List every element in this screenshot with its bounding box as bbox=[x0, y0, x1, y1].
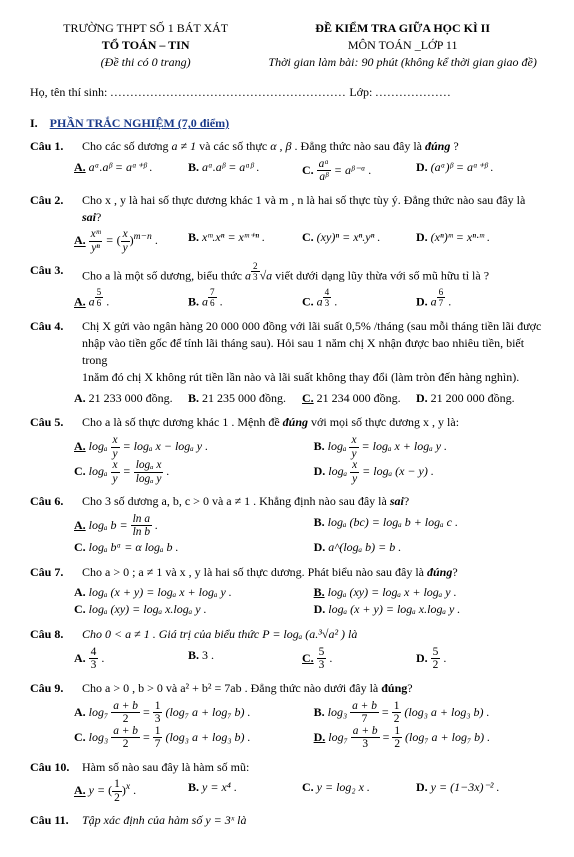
class-dots: ................... bbox=[375, 85, 451, 99]
question-2: Câu 2. Cho x , y là hai số thực dương kh… bbox=[30, 192, 544, 255]
q-label: Câu 2. bbox=[30, 192, 74, 226]
q-text: Cho a là một số dương, biểu thức a23√a v… bbox=[82, 262, 544, 284]
q-label: Câu 11. bbox=[30, 812, 74, 829]
opt-d: D. logₐ xy = logₐ (x − y) . bbox=[314, 460, 540, 485]
q-text: Hàm số nào sau đây là hàm số mũ: bbox=[82, 759, 544, 776]
opt-d: D. y = (1−3x)⁻² . bbox=[416, 779, 516, 804]
opt-a: A. 21 233 000 đồng. bbox=[74, 390, 174, 407]
department: TỔ TOÁN – TIN bbox=[30, 37, 261, 54]
q-label: Câu 4. bbox=[30, 318, 74, 385]
page-count: (Đề thi có 0 trang) bbox=[30, 54, 261, 71]
question-11: Câu 11. Tập xác định của hàm số y = 3ˣ l… bbox=[30, 812, 544, 829]
opt-a: A. a56 . bbox=[74, 288, 174, 310]
name-dots: ........................................… bbox=[110, 85, 346, 99]
section-index: I. bbox=[30, 115, 38, 132]
q-label: Câu 9. bbox=[30, 680, 74, 697]
opt-b: B. a76 . bbox=[188, 288, 288, 310]
opt-c: C. logₐ (xy) = logₐ x.logₐ y . bbox=[74, 601, 300, 618]
q-text: Cho 0 < a ≠ 1 . Giá trị của biểu thức P … bbox=[82, 626, 544, 643]
opt-a: A. logₐ (x + y) = logₐ x + logₐ y . bbox=[74, 584, 300, 601]
opt-b: B. log₃ a + b7 = 12 (log₃ a + log₃ b) . bbox=[314, 701, 540, 726]
exam-title: ĐỀ KIỂM TRA GIỮA HỌC KÌ II bbox=[261, 20, 544, 37]
q-text: Cho các số dương a ≠ 1 và các số thực α … bbox=[82, 138, 544, 155]
question-1: Câu 1. Cho các số dương a ≠ 1 và các số … bbox=[30, 138, 544, 184]
school-name: TRƯỜNG THPT SỐ 1 BÁT XÁT bbox=[30, 20, 261, 37]
opt-d: D. logₐ (x + y) = logₐ x.logₐ y . bbox=[314, 601, 540, 618]
q-text: Cho a > 0 , b > 0 và a² + b² = 7ab . Đẳn… bbox=[82, 680, 544, 697]
question-6: Câu 6. Cho 3 số dương a, b, c > 0 và a ≠… bbox=[30, 493, 544, 556]
question-7: Câu 7. Cho a > 0 ; a ≠ 1 và x , y là hai… bbox=[30, 564, 544, 618]
q-label: Câu 1. bbox=[30, 138, 74, 155]
opt-a: A. 43 . bbox=[74, 647, 174, 672]
student-line: Họ, tên thí sinh: ......................… bbox=[30, 84, 544, 101]
duration: Thời gian làm bài: 90 phút (không kể thờ… bbox=[261, 54, 544, 71]
page-header: TRƯỜNG THPT SỐ 1 BÁT XÁT TỔ TOÁN – TIN (… bbox=[30, 20, 544, 70]
q-label: Câu 5. bbox=[30, 414, 74, 431]
opt-a: A. logₐ b = ln aln b . bbox=[74, 514, 300, 539]
q-label: Câu 7. bbox=[30, 564, 74, 581]
opt-d: D. 21 200 000 đồng. bbox=[416, 390, 516, 407]
opt-b: B. xᵐ.xⁿ = xᵐ⁺ⁿ . bbox=[188, 229, 288, 254]
class-label: Lớp: bbox=[349, 85, 372, 99]
opt-d: D. log₇ a + b3 = 12 (log₇ a + log₇ b) . bbox=[314, 726, 540, 751]
opt-b: B. 21 235 000 đồng. bbox=[188, 390, 288, 407]
opt-c: C. 53 . bbox=[302, 647, 402, 672]
opt-b: B. aᵅ.aᵝ = aᵅᵝ . bbox=[188, 159, 288, 184]
q-label: Câu 3. bbox=[30, 262, 74, 284]
section-heading: I. PHẦN TRẮC NGHIỆM (7,0 điểm) bbox=[30, 115, 544, 138]
q-text: Cho a > 0 ; a ≠ 1 và x , y là hai số thự… bbox=[82, 564, 544, 581]
question-9: Câu 9. Cho a > 0 , b > 0 và a² + b² = 7a… bbox=[30, 680, 544, 751]
opt-b: B. 3 . bbox=[188, 647, 288, 672]
opt-c: C. logₐ xy = logₐ xlogₐ y . bbox=[74, 460, 300, 485]
q-text: Cho a là số thực dương khác 1 . Mệnh đề … bbox=[82, 414, 544, 431]
opt-a: A. aᵅ.aᵝ = aᵅ⁺ᵝ . bbox=[74, 159, 174, 184]
question-3: Câu 3. Cho a là một số dương, biểu thức … bbox=[30, 262, 544, 310]
question-10: Câu 10. Hàm số nào sau đây là hàm số mũ:… bbox=[30, 759, 544, 805]
opt-a: A. y = (12)x . bbox=[74, 779, 174, 804]
q-text: Tập xác định của hàm số y = 3ˣ là bbox=[82, 812, 544, 829]
question-4: Câu 4. Chị X gửi vào ngân hàng 20 000 00… bbox=[30, 318, 544, 406]
opt-b: B. logₐ (bc) = logₐ b + logₐ c . bbox=[314, 514, 540, 539]
opt-b: B. logₐ xy = logₐ x + logₐ y . bbox=[314, 435, 540, 460]
opt-c: C. y = log₂ x . bbox=[302, 779, 402, 804]
header-left: TRƯỜNG THPT SỐ 1 BÁT XÁT TỔ TOÁN – TIN (… bbox=[30, 20, 261, 70]
q-label: Câu 8. bbox=[30, 626, 74, 643]
opt-a: A. logₐ xy = logₐ x − logₐ y . bbox=[74, 435, 300, 460]
opt-b: B. y = x⁴ . bbox=[188, 779, 288, 804]
q-text: Cho x , y là hai số thực dương khác 1 và… bbox=[82, 192, 544, 226]
opt-d: D. (xⁿ)ᵐ = xⁿ·ᵐ . bbox=[416, 229, 516, 254]
subject: MÔN TOÁN _LỚP 11 bbox=[261, 37, 544, 54]
opt-c: C. log₃ a + b2 = 17 (log₃ a + log₃ b) . bbox=[74, 726, 300, 751]
opt-d: D. a^(logₐ b) = b . bbox=[314, 539, 540, 556]
opt-a: A. log₇ a + b2 = 13 (log₇ a + log₇ b) . bbox=[74, 701, 300, 726]
section-title: PHẦN TRẮC NGHIỆM (7,0 điểm) bbox=[50, 115, 229, 132]
opt-b: B. logₐ (xy) = logₐ x + logₐ y . bbox=[314, 584, 540, 601]
opt-c: C. (xy)ⁿ = xⁿ.yⁿ . bbox=[302, 229, 402, 254]
opt-d: D. 52 . bbox=[416, 647, 516, 672]
opt-a: A. xᵐyⁿ = (xy)m−n . bbox=[74, 229, 174, 254]
opt-d: D. a67 . bbox=[416, 288, 516, 310]
opt-c: C. aᵅaᵝ = aᵝ⁻ᵅ . bbox=[302, 159, 402, 184]
q-label: Câu 6. bbox=[30, 493, 74, 510]
opt-d: D. (aᵅ)ᵝ = aᵅ⁺ᵝ . bbox=[416, 159, 516, 184]
opt-c: C. logₐ bᵅ = α logₐ b . bbox=[74, 539, 300, 556]
q-text: Chị X gửi vào ngân hàng 20 000 000 đồng … bbox=[82, 318, 544, 385]
question-8: Câu 8. Cho 0 < a ≠ 1 . Giá trị của biểu … bbox=[30, 626, 544, 672]
name-label: Họ, tên thí sinh: bbox=[30, 85, 107, 99]
question-5: Câu 5. Cho a là số thực dương khác 1 . M… bbox=[30, 414, 544, 485]
opt-c: C. 21 234 000 đồng. bbox=[302, 390, 402, 407]
header-right: ĐỀ KIỂM TRA GIỮA HỌC KÌ II MÔN TOÁN _LỚP… bbox=[261, 20, 544, 70]
q-label: Câu 10. bbox=[30, 759, 74, 776]
opt-c: C. a43 . bbox=[302, 288, 402, 310]
q-text: Cho 3 số dương a, b, c > 0 và a ≠ 1 . Kh… bbox=[82, 493, 544, 510]
